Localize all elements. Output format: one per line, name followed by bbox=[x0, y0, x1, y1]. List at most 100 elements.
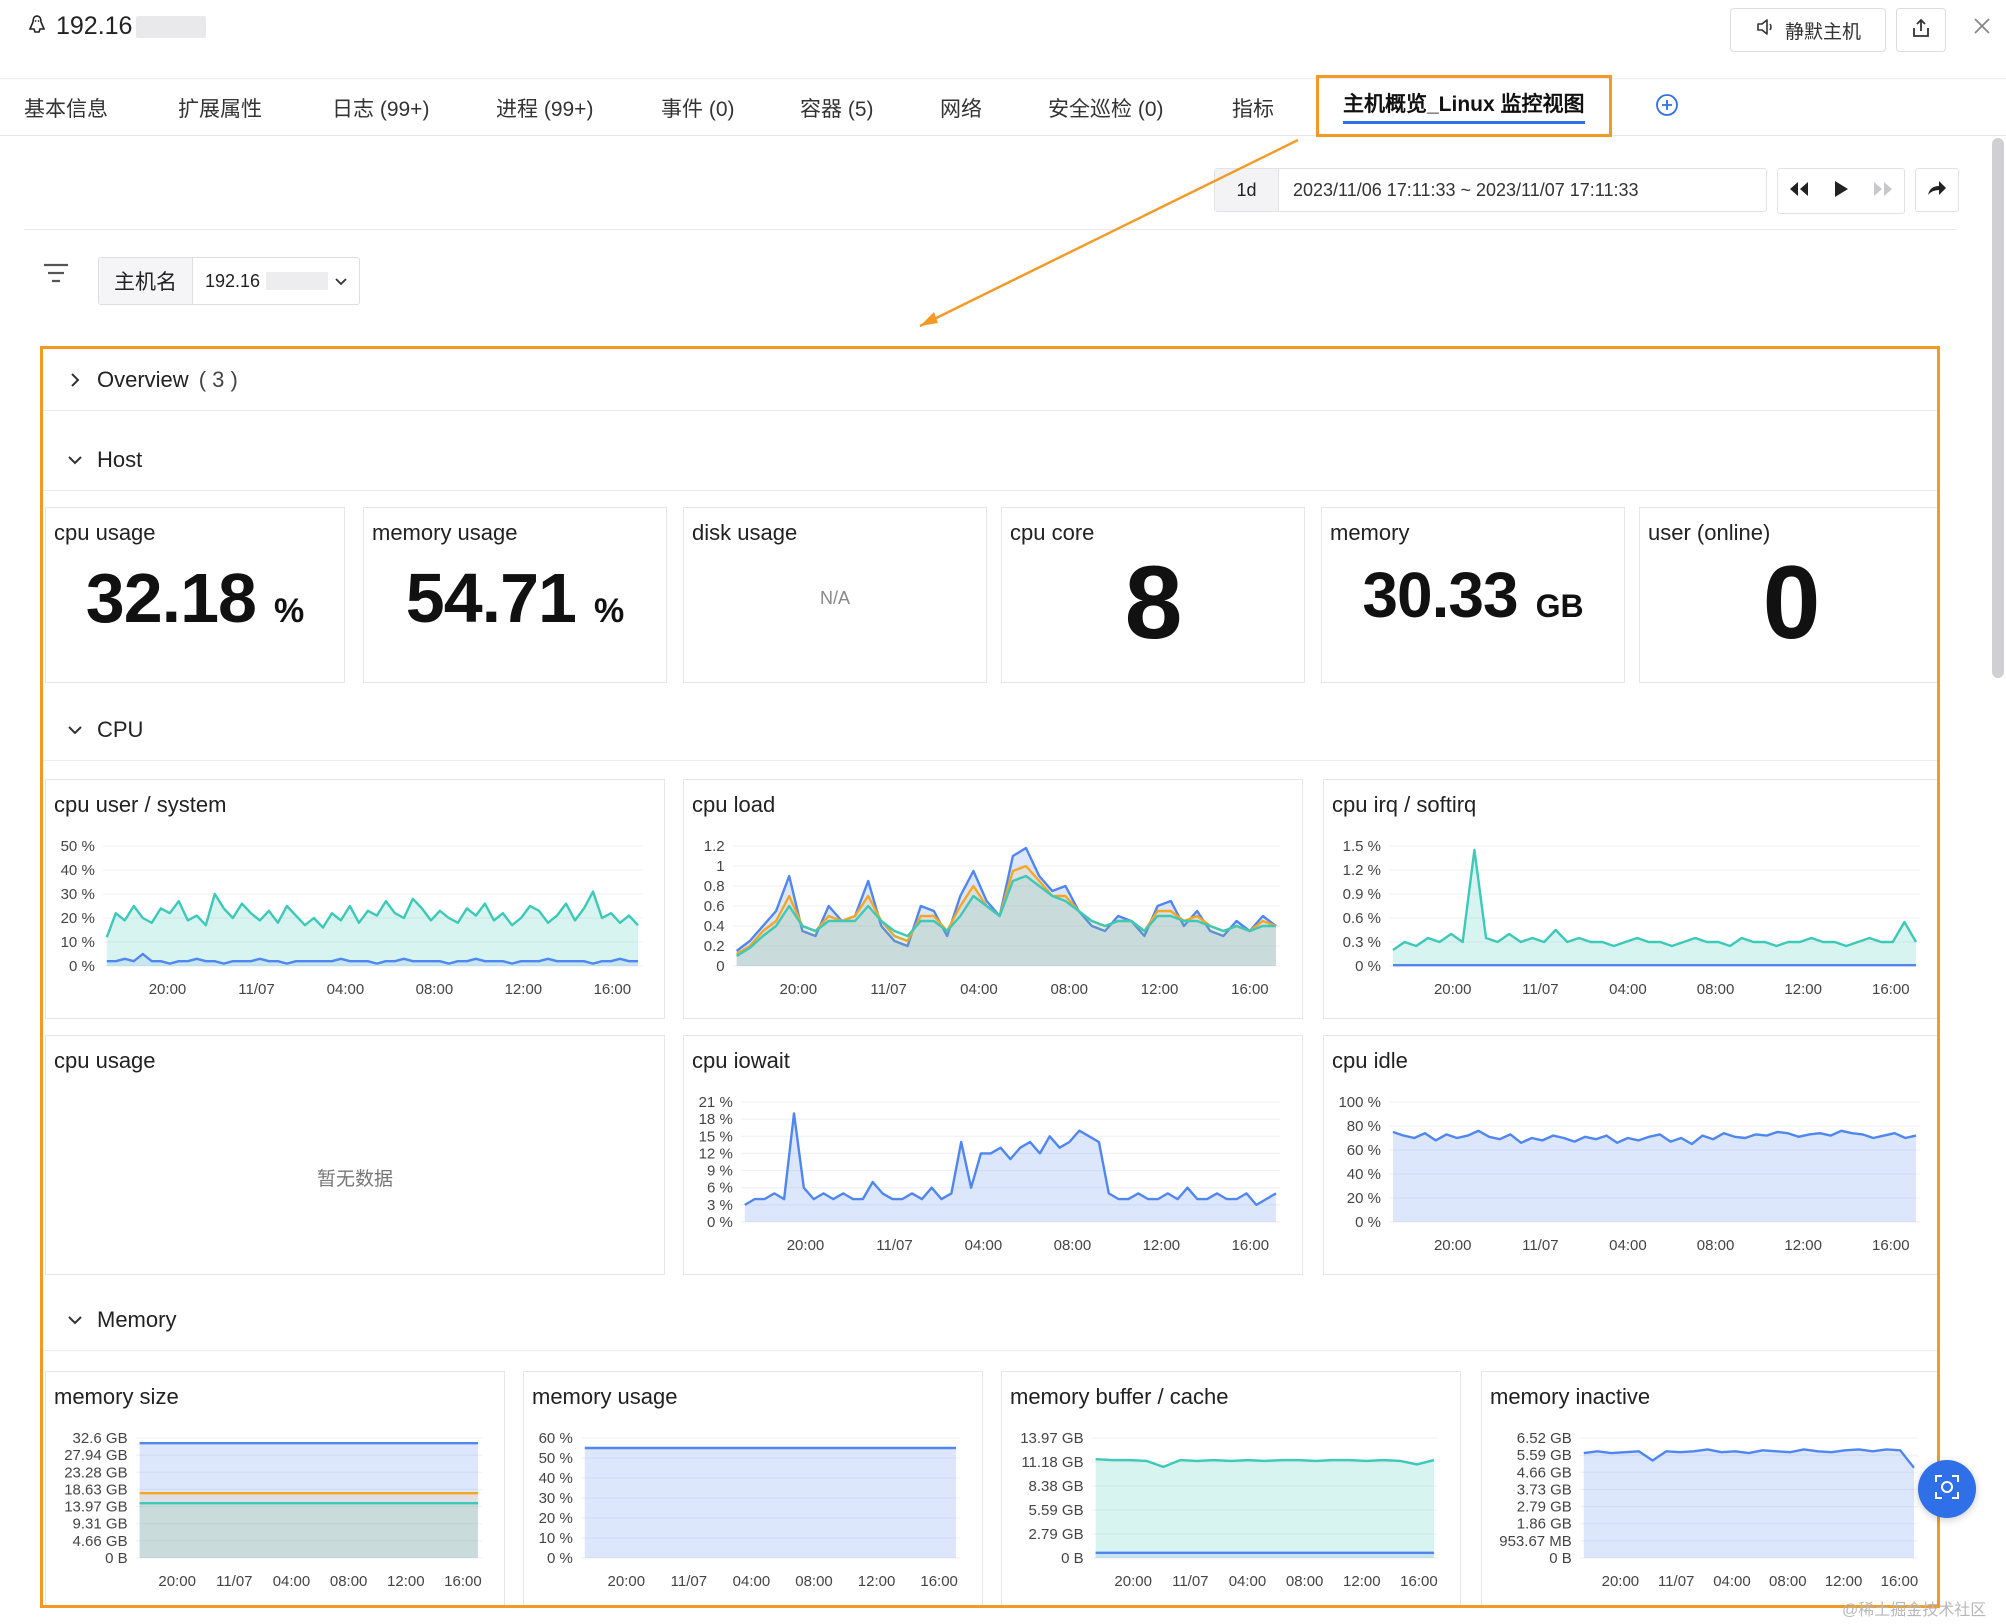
y-tick-label: 20 % bbox=[539, 1510, 573, 1527]
time-unit[interactable]: 1d bbox=[1215, 169, 1279, 211]
tab-logs[interactable]: 日志 (99+) bbox=[332, 98, 430, 121]
tab-security-inspection[interactable]: 安全巡检 (0) bbox=[1048, 98, 1164, 121]
x-tick-label: 04:00 bbox=[1609, 1237, 1647, 1254]
host-title: 192.16 bbox=[28, 12, 207, 41]
y-tick-label: 30 % bbox=[61, 886, 95, 903]
x-tick-label: 11/07 bbox=[1172, 1573, 1208, 1590]
x-tick-label: 12:00 bbox=[1784, 981, 1822, 998]
series-area bbox=[744, 1113, 1276, 1222]
stat-unit: % bbox=[593, 592, 625, 630]
x-tick-label: 20:00 bbox=[1114, 1573, 1152, 1590]
x-tick-label: 16:00 bbox=[1872, 1237, 1910, 1254]
chevron-down-icon bbox=[334, 271, 348, 292]
stat-memory[interactable]: memory 30.33 GB bbox=[1321, 507, 1625, 683]
stat-value: 8 bbox=[1002, 544, 1304, 663]
x-tick-label: 11/07 bbox=[870, 981, 906, 998]
tab-network[interactable]: 网络 bbox=[940, 98, 982, 121]
tab-processes[interactable]: 进程 (99+) bbox=[496, 98, 594, 121]
row-overview[interactable]: Overview ( 3 ) bbox=[43, 349, 1937, 411]
time-range-text[interactable]: 2023/11/06 17:11:33 ~ 2023/11/07 17:11:3… bbox=[1293, 179, 1639, 200]
panel-cpu-load[interactable]: cpu load 1.2 1 0.8 0.6 0.4 0.2 0 20:00 11/07 04:0… bbox=[683, 779, 1303, 1019]
stat-cpu-usage[interactable]: cpu usage 32.18% bbox=[45, 507, 345, 683]
tab-basic-info[interactable]: 基本信息 bbox=[24, 98, 108, 121]
panel-memory-size[interactable]: memory size 32.6 GB 27.94 GB 23.28 GB 18.63… bbox=[45, 1371, 505, 1605]
jump-button[interactable] bbox=[1915, 168, 1959, 212]
y-tick-label: 13.97 GB bbox=[64, 1499, 127, 1516]
time-range-picker[interactable]: 1d 2023/11/06 17:11:33 ~ 2023/11/07 17:1… bbox=[1214, 168, 1767, 212]
series-area bbox=[106, 891, 639, 966]
series-area bbox=[736, 866, 1276, 966]
tab-metrics[interactable]: 指标 bbox=[1232, 98, 1274, 121]
hostname-variable-label: 主机名 bbox=[99, 258, 193, 304]
row-memory[interactable]: Memory bbox=[43, 1289, 1937, 1351]
panel-title: cpu iowait bbox=[692, 1048, 790, 1073]
y-tick-label: 6 % bbox=[707, 1180, 733, 1197]
panel-title: memory size bbox=[54, 1384, 179, 1409]
panel-cpu-idle[interactable]: cpu idle 100 % 80 % 60 % 40 % 20 % 0 % 20:00 11… bbox=[1323, 1035, 1937, 1275]
row-host[interactable]: Host bbox=[43, 429, 1937, 491]
x-tick-label: 04:00 bbox=[1229, 1573, 1267, 1590]
y-tick-label: 9 % bbox=[707, 1163, 733, 1180]
x-tick-label: 11/07 bbox=[238, 981, 274, 998]
add-tab-button[interactable] bbox=[1655, 93, 1679, 117]
x-tick-label: 08:00 bbox=[1286, 1573, 1324, 1590]
share-button[interactable] bbox=[1896, 8, 1946, 52]
chart-svg: 21 %18 %15 %12 %9 %6 %3 %0 % 20:00 11/07 04… bbox=[699, 1094, 1280, 1254]
vertical-scrollbar[interactable] bbox=[1992, 138, 2004, 678]
time-controls bbox=[1777, 168, 1905, 214]
tab-host-overview-label: 主机概览_Linux 监控视图 bbox=[1343, 88, 1585, 124]
y-tick-label: 80 % bbox=[1347, 1118, 1381, 1135]
y-tick-label: 11.18 GB bbox=[1021, 1454, 1083, 1471]
play-button[interactable] bbox=[1820, 169, 1862, 213]
row-cpu[interactable]: CPU bbox=[43, 699, 1937, 761]
silence-host-button[interactable]: 静默主机 bbox=[1730, 8, 1886, 52]
hostname-select[interactable]: 192.16 bbox=[193, 258, 359, 304]
tab-host-overview-linux[interactable]: 主机概览_Linux 监控视图 bbox=[1316, 75, 1612, 137]
rewind-button[interactable] bbox=[1778, 169, 1820, 213]
panel-title: cpu user / system bbox=[54, 792, 227, 817]
fast-forward-button[interactable] bbox=[1862, 169, 1904, 213]
toolbar-divider bbox=[24, 229, 1956, 230]
stat-user-online[interactable]: user (online) 0 bbox=[1639, 507, 1937, 683]
chart-svg: 60 % 50 % 40 % 30 % 20 % 10 % 0 % 20:00 11/07 04:… bbox=[539, 1430, 960, 1590]
tab-extended-attributes[interactable]: 扩展属性 bbox=[178, 98, 262, 121]
x-tick-label: 04:00 bbox=[327, 981, 365, 998]
panel-memory-inactive[interactable]: memory inactive 6.52 GB 5.59 GB 4.66 GB 3.7… bbox=[1481, 1371, 1937, 1605]
series-line bbox=[106, 952, 638, 965]
stat-disk-usage[interactable]: disk usage N/A bbox=[683, 507, 987, 683]
x-tick-label: 08:00 bbox=[330, 1573, 368, 1590]
screenshot-fab-button[interactable] bbox=[1918, 1460, 1976, 1518]
x-tick-label: 08:00 bbox=[795, 1573, 833, 1590]
x-tick-label: 16:00 bbox=[444, 1573, 482, 1590]
close-button[interactable] bbox=[1966, 12, 1998, 44]
stat-memory-usage[interactable]: memory usage 54.71% bbox=[363, 507, 667, 683]
y-tick-label: 13.97 GB bbox=[1020, 1430, 1083, 1447]
panel-cpu-user-system[interactable]: cpu user / system 50 % 40 % 30 % 20 % 10 % 0 … bbox=[45, 779, 665, 1019]
panel-cpu-irq-softirq[interactable]: cpu irq / softirq 1.5 % 1.2 % 0.9 % 0.6 % 0.… bbox=[1323, 779, 1937, 1019]
chevron-down-icon bbox=[65, 454, 85, 466]
redacted-mask bbox=[266, 272, 329, 290]
x-tick-label: 08:00 bbox=[1054, 1237, 1092, 1254]
panel-cpu-usage-empty[interactable]: cpu usage 暂无数据 bbox=[45, 1035, 665, 1275]
tab-containers[interactable]: 容器 (5) bbox=[800, 98, 874, 121]
x-tick-label: 11/07 bbox=[876, 1237, 912, 1254]
stat-cpu-core[interactable]: cpu core 8 bbox=[1001, 507, 1305, 683]
y-tick-label: 1.86 GB bbox=[1517, 1516, 1572, 1533]
watermark: @稀土掘金技术社区 bbox=[1842, 1602, 1987, 1619]
x-tick-label: 20:00 bbox=[787, 1237, 825, 1254]
series-line bbox=[735, 874, 1276, 958]
panel-cpu-iowait[interactable]: cpu iowait 21 % 18 % 15 % 12 % 9 % 6 % 3 % 0 % 2… bbox=[683, 1035, 1303, 1275]
y-tick-label: 20 % bbox=[1347, 1190, 1381, 1207]
y-tick-label: 50 % bbox=[61, 838, 95, 855]
y-tick-label: 0 bbox=[716, 958, 724, 975]
tab-events[interactable]: 事件 (0) bbox=[661, 98, 735, 121]
panel-title: cpu irq / softirq bbox=[1332, 792, 1477, 817]
silence-host-label: 静默主机 bbox=[1784, 21, 1861, 43]
panel-memory-usage[interactable]: memory usage 60 % 50 % 40 % 30 % 20 % 10 % 0 %… bbox=[523, 1371, 983, 1605]
x-tick-label: 12:00 bbox=[387, 1573, 425, 1590]
x-tick-label: 20:00 bbox=[158, 1573, 196, 1590]
filter-icon[interactable] bbox=[42, 262, 70, 289]
panel-title: cpu usage bbox=[54, 1048, 156, 1073]
panel-memory-buffer-cache[interactable]: memory buffer / cache 13.97 GB 11.18 GB 8.… bbox=[1001, 1371, 1461, 1605]
